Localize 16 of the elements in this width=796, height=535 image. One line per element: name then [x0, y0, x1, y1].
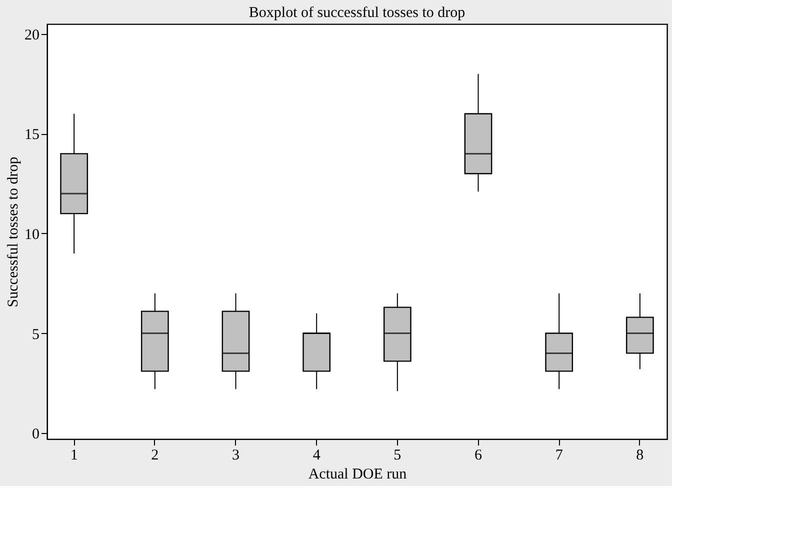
x-tick-label: 7 — [555, 448, 564, 464]
x-tick-label: 2 — [151, 448, 159, 464]
x-tick-label: 3 — [232, 448, 240, 464]
x-tick-label: 6 — [474, 448, 482, 464]
x-tick-label: 1 — [70, 448, 78, 464]
y-tick-label: 15 — [24, 127, 40, 144]
y-tick-label: 10 — [24, 226, 40, 243]
x-tick-label: 5 — [394, 448, 402, 464]
x-tick-label: 8 — [636, 448, 644, 464]
y-tick-label: 20 — [24, 27, 40, 44]
y-axis-title: Successful tosses to drop — [6, 156, 22, 308]
x-axis-title: Actual DOE run — [308, 466, 408, 482]
chart-title: Boxplot of successful tosses to drop — [248, 5, 466, 21]
y-tick-label: 5 — [32, 326, 40, 343]
y-tick-label: 0 — [32, 426, 40, 443]
x-tick-label: 4 — [312, 448, 321, 464]
